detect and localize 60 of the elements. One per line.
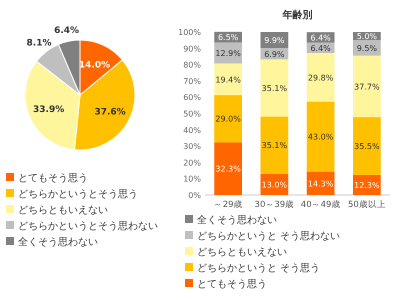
data-label: 14.3% bbox=[308, 179, 334, 188]
data-label: 32.3% bbox=[215, 164, 242, 174]
bar bbox=[260, 59, 288, 117]
legend-label: どちらかというとそう思う bbox=[18, 189, 138, 200]
data-label: 9.5% bbox=[356, 44, 378, 53]
data-label: 35.1% bbox=[262, 84, 288, 93]
data-label: 43.0% bbox=[308, 132, 334, 142]
data-label: 19.4% bbox=[215, 75, 242, 84]
bar bbox=[214, 63, 242, 96]
bar bbox=[214, 95, 242, 142]
data-label: 6.4% bbox=[54, 26, 80, 36]
data-label: 5.0% bbox=[356, 32, 378, 42]
x-tick-label: 30～39歳 bbox=[254, 199, 294, 210]
y-tick-label: 0% bbox=[188, 191, 202, 200]
bar bbox=[353, 117, 381, 175]
data-label: 29.0% bbox=[215, 114, 242, 124]
data-label: 35.5% bbox=[354, 142, 380, 152]
data-label: 6.4% bbox=[310, 33, 332, 42]
data-label: 8.1% bbox=[26, 38, 52, 48]
chart-title: 年齢別 bbox=[282, 9, 312, 21]
y-tick-label: 20% bbox=[183, 158, 202, 168]
legend-label: 全くそう思わない bbox=[18, 236, 98, 248]
y-tick-label: 70% bbox=[183, 76, 202, 86]
legend-label: とてもそう思う bbox=[18, 173, 88, 184]
y-tick-label: 30% bbox=[183, 142, 202, 152]
data-label: 9.9% bbox=[264, 36, 285, 46]
x-tick-label: 50歳以上 bbox=[348, 199, 386, 210]
bar bbox=[306, 102, 334, 172]
data-label: 6.5% bbox=[218, 33, 239, 42]
legend-label: 全くそう思わない bbox=[197, 214, 277, 226]
y-tick-label: 90% bbox=[183, 44, 202, 54]
bar bbox=[306, 53, 334, 102]
data-label: 37.6% bbox=[94, 108, 126, 118]
legend-label: どちらかというと そう思う bbox=[197, 263, 320, 274]
y-tick-label: 40% bbox=[183, 126, 202, 135]
bar bbox=[260, 116, 288, 174]
legend-label: どちらかというと そう思わない bbox=[197, 231, 340, 242]
data-label: 29.8% bbox=[308, 73, 334, 82]
bar bbox=[214, 142, 242, 195]
data-label: 14.0% bbox=[78, 60, 110, 71]
legend-label: とてもそう思う bbox=[197, 279, 267, 290]
data-label: 33.9% bbox=[33, 104, 64, 115]
y-tick-label: 50% bbox=[183, 110, 202, 118]
data-label: 6.4% bbox=[310, 44, 332, 53]
legend-label: どちらかというとそう思わない bbox=[18, 221, 158, 232]
data-label: 35.1% bbox=[262, 141, 288, 150]
legend-label: どちらともいえない bbox=[197, 247, 287, 258]
legend-label: どちらともいえない bbox=[18, 205, 108, 216]
data-label: 37.7% bbox=[354, 82, 380, 92]
y-tick-label: 100% bbox=[178, 28, 202, 37]
data-label: 12.9% bbox=[215, 48, 242, 58]
y-tick-label: 60% bbox=[183, 93, 202, 102]
y-tick-label: 80% bbox=[183, 60, 202, 70]
data-label: 13.0% bbox=[262, 180, 288, 190]
y-tick-label: 10% bbox=[183, 174, 202, 184]
x-tick-label: 40～49歳 bbox=[300, 199, 340, 210]
bar bbox=[353, 56, 381, 118]
x-tick-label: ～29歳 bbox=[214, 199, 243, 210]
data-label: 6.9% bbox=[264, 50, 285, 59]
data-label: 12.3% bbox=[354, 180, 380, 190]
